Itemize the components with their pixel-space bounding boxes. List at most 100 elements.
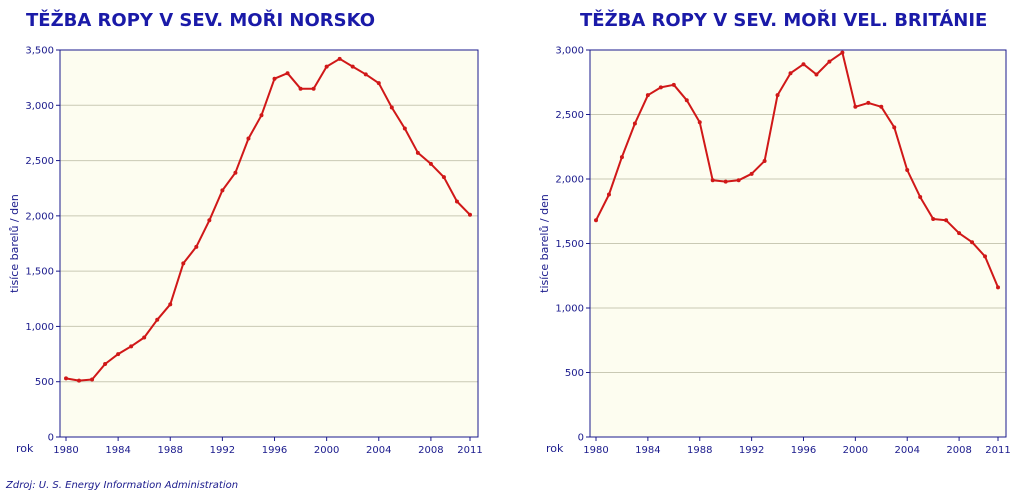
data-point xyxy=(142,335,147,340)
data-point xyxy=(415,150,420,155)
data-point xyxy=(684,98,689,103)
data-point xyxy=(402,126,407,131)
data-point xyxy=(77,378,82,383)
series-line xyxy=(595,51,999,288)
data-point xyxy=(853,104,858,109)
data-point xyxy=(723,179,728,184)
y-tick-label: 0 xyxy=(48,433,54,444)
data-point xyxy=(658,85,663,90)
y-tick-label: 1,000 xyxy=(555,304,584,315)
data-point xyxy=(736,178,741,183)
x-tick-label: 2004 xyxy=(366,445,391,456)
data-point xyxy=(233,170,238,175)
data-point xyxy=(363,72,368,77)
data-point xyxy=(246,136,251,141)
data-point xyxy=(90,377,95,382)
y-tick-label: 2,500 xyxy=(25,156,54,167)
data-point xyxy=(892,125,897,130)
data-point xyxy=(619,155,624,160)
data-point xyxy=(298,86,303,91)
series-line xyxy=(65,57,471,382)
data-point xyxy=(116,352,121,357)
data-point xyxy=(866,100,871,105)
chart-title: TĚŽBA ROPY V SEV. MOŘI NORSKO xyxy=(26,10,376,31)
x-tick-label: 1992 xyxy=(210,445,235,456)
x-tick-label: 2008 xyxy=(418,445,443,456)
data-point xyxy=(129,344,134,349)
data-point xyxy=(285,71,290,76)
y-tick-label: 500 xyxy=(35,377,54,388)
data-point xyxy=(801,62,806,67)
source-note: Zdroj: U. S. Energy Information Administ… xyxy=(6,480,239,491)
x-tick-label: 1996 xyxy=(791,445,816,456)
data-point xyxy=(710,178,715,183)
data-point xyxy=(645,93,650,98)
plot-area xyxy=(60,50,478,437)
data-point xyxy=(931,216,936,221)
data-point xyxy=(389,105,394,110)
data-point xyxy=(970,240,975,245)
data-point xyxy=(194,244,199,249)
data-point xyxy=(441,175,446,180)
data-point xyxy=(749,171,754,176)
y-axis-label: tisíce barelů / den xyxy=(538,194,551,293)
data-point xyxy=(311,86,316,91)
y-tick-label: 1,000 xyxy=(25,322,54,333)
data-point xyxy=(996,285,1000,290)
y-tick-label: 1,500 xyxy=(25,267,54,278)
x-tick-label: 2011 xyxy=(457,445,482,456)
data-point xyxy=(632,121,637,126)
data-point xyxy=(879,104,884,109)
data-point xyxy=(324,64,329,69)
data-point xyxy=(350,64,355,69)
y-tick-label: 500 xyxy=(565,368,584,379)
x-tick-label: 1980 xyxy=(53,445,78,456)
y-tick-label: 2,500 xyxy=(555,110,584,121)
data-point xyxy=(957,231,962,236)
x-tick-label: 2008 xyxy=(946,445,971,456)
data-point xyxy=(983,254,988,259)
data-point xyxy=(827,59,832,64)
data-point xyxy=(64,376,68,381)
data-point xyxy=(606,192,611,197)
data-point xyxy=(103,362,108,367)
data-point xyxy=(944,218,949,223)
x-tick-label: 2000 xyxy=(314,445,339,456)
data-point xyxy=(775,93,780,98)
data-point xyxy=(376,81,381,86)
x-tick-label: 1996 xyxy=(262,445,287,456)
x-axis-label: rok xyxy=(16,442,34,455)
data-point xyxy=(840,50,845,55)
data-point xyxy=(454,199,459,204)
x-tick-label: 1992 xyxy=(739,445,764,456)
data-point xyxy=(594,218,598,223)
data-point xyxy=(259,113,264,118)
chart-title: TĚŽBA ROPY V SEV. MOŘI VEL. BRITÁNIE xyxy=(580,10,988,31)
data-point xyxy=(155,317,160,322)
data-point xyxy=(762,158,767,163)
y-tick-label: 0 xyxy=(578,433,584,444)
data-point xyxy=(918,195,923,200)
x-tick-label: 1984 xyxy=(635,445,660,456)
chart-svg: 0 500 1,000 1,500 2,000 2,500 3,000 3,500 1980 19… xyxy=(8,46,483,457)
chart-svg: 0 500 1,000 1,500 2,000 2,500 3,000 1980 1984 198… xyxy=(538,46,1011,457)
data-point xyxy=(337,56,342,61)
y-axis-label: tisíce barelů / den xyxy=(8,194,21,293)
y-tick-label: 3,500 xyxy=(25,46,54,57)
x-tick-label: 2000 xyxy=(843,445,868,456)
plot-border xyxy=(59,49,479,438)
x-tick-label: 1988 xyxy=(158,445,183,456)
y-tick-label: 3,000 xyxy=(555,46,584,57)
data-point xyxy=(905,167,910,172)
data-point xyxy=(220,188,225,193)
data-point xyxy=(697,120,702,125)
data-point xyxy=(168,302,173,307)
data-point xyxy=(788,71,793,76)
data-point xyxy=(181,261,186,266)
data-point xyxy=(272,76,277,81)
y-tick-label: 2,000 xyxy=(555,175,584,186)
data-point xyxy=(468,212,472,217)
data-point xyxy=(207,218,212,223)
data-point xyxy=(814,72,819,77)
data-point xyxy=(671,82,676,87)
